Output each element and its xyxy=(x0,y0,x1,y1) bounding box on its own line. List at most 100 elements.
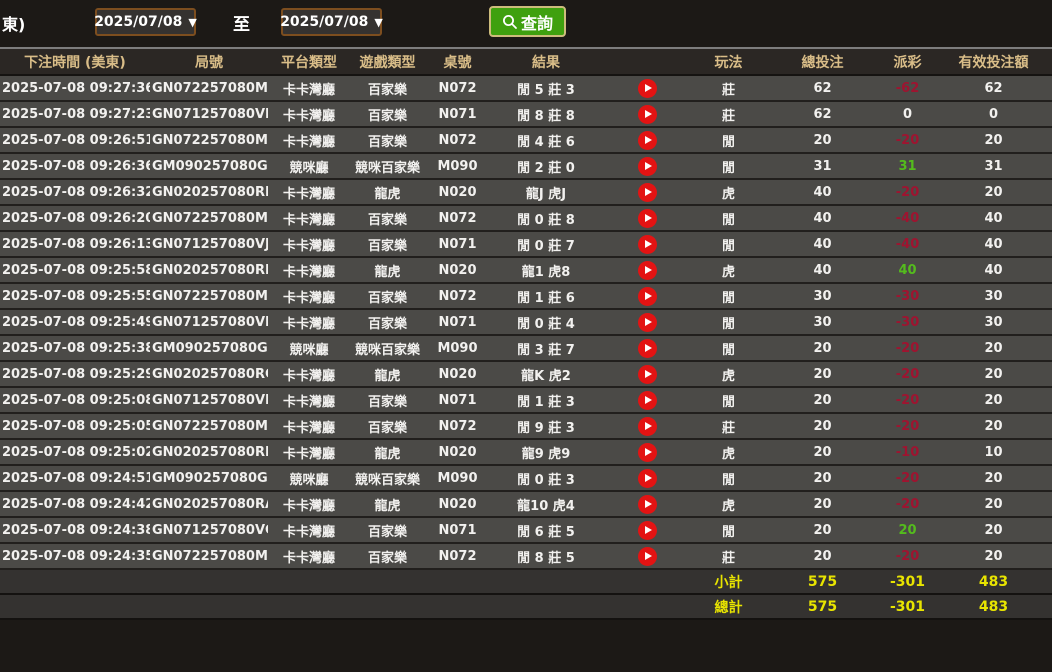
result-cell: 閒 0 莊 7 xyxy=(490,231,602,258)
play-video-icon[interactable] xyxy=(637,468,657,488)
table-no-cell: N071 xyxy=(425,309,490,336)
play-video-icon[interactable] xyxy=(637,520,657,540)
game-type-cell: 百家樂 xyxy=(350,517,425,544)
platform-type-cell: 卡卡灣廳 xyxy=(268,283,350,310)
table-no-cell: N072 xyxy=(425,75,490,102)
result-cell: 閒 1 莊 6 xyxy=(490,283,602,310)
header-result: 結果 xyxy=(490,48,602,76)
table-no-cell: N071 xyxy=(425,387,490,414)
bet-time-cell: 2025-07-08 09:25:58 xyxy=(0,257,150,284)
header-payout: 派彩 xyxy=(880,48,935,76)
platform-type-cell: 卡卡灣廳 xyxy=(268,387,350,414)
play-video-icon[interactable] xyxy=(637,338,657,358)
result-cell: 閒 5 莊 3 xyxy=(490,75,602,102)
game-no-cell: GM090257080G3 xyxy=(150,465,268,492)
play-video-icon[interactable] xyxy=(637,182,657,202)
table-row: 2025-07-08 09:25:49 GN071257080VI 卡卡灣廳 百… xyxy=(0,309,1052,336)
dropdown-arrow-icon: ▼ xyxy=(374,15,383,29)
payout-cell: 31 xyxy=(880,153,935,180)
play-video-icon[interactable] xyxy=(637,208,657,228)
play-video-icon[interactable] xyxy=(637,104,657,124)
game-no-cell: GN071257080VI xyxy=(150,309,268,336)
table-no-cell: N072 xyxy=(425,283,490,310)
total-bet-cell: 62 xyxy=(765,75,880,102)
play-video-icon[interactable] xyxy=(637,364,657,384)
game-no-cell: GN020257080RD xyxy=(150,257,268,284)
result-cell: 閒 1 莊 3 xyxy=(490,387,602,414)
payout-cell: -10 xyxy=(880,439,935,466)
game-no-cell: GN071257080VL xyxy=(150,101,268,128)
table-row: 2025-07-08 09:24:51 GM090257080G3 競咪廳 競咪… xyxy=(0,465,1052,492)
table-no-cell: N072 xyxy=(425,127,490,154)
play-video-icon[interactable] xyxy=(637,286,657,306)
date-to-select[interactable]: 2025/07/08 ▼ xyxy=(280,8,383,36)
table-no-cell: N020 xyxy=(425,439,490,466)
total-bet-cell: 40 xyxy=(765,257,880,284)
game-type-cell: 龍虎 xyxy=(350,361,425,388)
table-no-cell: N071 xyxy=(425,231,490,258)
video-cell xyxy=(602,387,692,414)
video-cell xyxy=(602,231,692,258)
date-range-to-label: 至 xyxy=(233,15,250,35)
result-cell: 龍10 虎4 xyxy=(490,491,602,518)
play-method-cell: 閒 xyxy=(692,231,765,258)
payout-cell: -20 xyxy=(880,465,935,492)
table-no-cell: N020 xyxy=(425,257,490,284)
play-video-icon[interactable] xyxy=(637,416,657,436)
game-type-cell: 百家樂 xyxy=(350,543,425,570)
table-row: 2025-07-08 09:26:32 GN020257080RE 卡卡灣廳 龍… xyxy=(0,179,1052,206)
valid-bet-cell: 40 xyxy=(935,205,1052,232)
result-cell: 閒 9 莊 3 xyxy=(490,413,602,440)
bet-time-cell: 2025-07-08 09:25:29 xyxy=(0,361,150,388)
total-bet-cell: 20 xyxy=(765,413,880,440)
play-method-cell: 閒 xyxy=(692,205,765,232)
valid-bet-cell: 20 xyxy=(935,361,1052,388)
play-video-icon[interactable] xyxy=(637,546,657,566)
game-no-cell: GN072257080MB xyxy=(150,283,268,310)
table-no-cell: N072 xyxy=(425,413,490,440)
game-type-cell: 龍虎 xyxy=(350,439,425,466)
game-type-cell: 競咪百家樂 xyxy=(350,335,425,362)
video-cell xyxy=(602,153,692,180)
result-cell: 龍K 虎2 xyxy=(490,361,602,388)
total-bet-cell: 31 xyxy=(765,153,880,180)
game-no-cell: GN071257080VH xyxy=(150,387,268,414)
total-label: 總計 xyxy=(692,593,765,620)
play-video-icon[interactable] xyxy=(637,78,657,98)
play-video-icon[interactable] xyxy=(637,156,657,176)
play-method-cell: 虎 xyxy=(692,257,765,284)
total-bet-cell: 40 xyxy=(765,205,880,232)
play-method-cell: 虎 xyxy=(692,361,765,388)
play-video-icon[interactable] xyxy=(637,130,657,150)
result-cell: 閒 2 莊 0 xyxy=(490,153,602,180)
subtotal-total-bet: 575 xyxy=(765,568,880,595)
platform-type-cell: 卡卡灣廳 xyxy=(268,75,350,102)
platform-type-cell: 卡卡灣廳 xyxy=(268,231,350,258)
play-video-icon[interactable] xyxy=(637,312,657,332)
platform-type-cell: 競咪廳 xyxy=(268,465,350,492)
game-type-cell: 龍虎 xyxy=(350,491,425,518)
table-no-cell: M090 xyxy=(425,335,490,362)
payout-cell: -30 xyxy=(880,283,935,310)
valid-bet-cell: 20 xyxy=(935,179,1052,206)
play-video-icon[interactable] xyxy=(637,494,657,514)
play-video-icon[interactable] xyxy=(637,390,657,410)
video-cell xyxy=(602,465,692,492)
date-from-select[interactable]: 2025/07/08 ▼ xyxy=(94,8,197,36)
game-type-cell: 競咪百家樂 xyxy=(350,465,425,492)
valid-bet-cell: 31 xyxy=(935,153,1052,180)
search-button[interactable]: 查詢 xyxy=(489,6,566,37)
result-cell: 閒 8 莊 8 xyxy=(490,101,602,128)
platform-type-cell: 競咪廳 xyxy=(268,153,350,180)
play-video-icon[interactable] xyxy=(637,234,657,254)
play-video-icon[interactable] xyxy=(637,442,657,462)
header-platform-type: 平台類型 xyxy=(268,48,350,76)
play-method-cell: 閒 xyxy=(692,283,765,310)
subtotal-spacer xyxy=(0,568,692,595)
play-video-icon[interactable] xyxy=(637,260,657,280)
bet-records-table: 下注時間 (美東) 局號 平台類型 遊戲類型 桌號 結果 玩法 總投注 派彩 有… xyxy=(0,47,1052,620)
game-type-cell: 百家樂 xyxy=(350,231,425,258)
table-row: 2025-07-08 09:26:51 GN072257080MD 卡卡灣廳 百… xyxy=(0,127,1052,154)
payout-cell: -20 xyxy=(880,361,935,388)
video-cell xyxy=(602,101,692,128)
